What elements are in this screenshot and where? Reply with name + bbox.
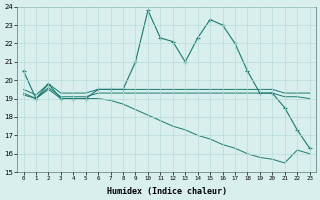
- X-axis label: Humidex (Indice chaleur): Humidex (Indice chaleur): [107, 187, 227, 196]
